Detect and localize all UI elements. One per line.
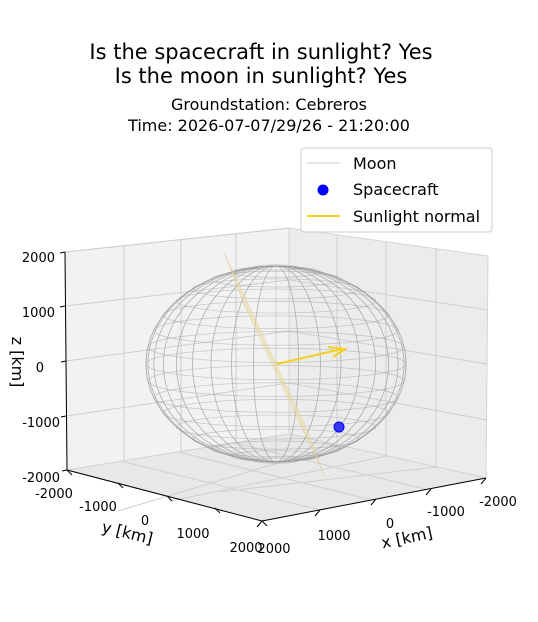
legend-spacecraft-swatch: [317, 184, 329, 196]
chart-title-line-1: Is the spacecraft in sunlight? Yes: [89, 40, 432, 64]
moon-outline: [145, 265, 407, 463]
z-tick-label: 0: [36, 361, 44, 376]
chart-title-line-2: Is the moon in sunlight? Yes: [115, 64, 408, 88]
legend-moon-label: Moon: [353, 154, 397, 173]
legend-sunlight-label: Sunlight normal: [353, 207, 480, 226]
legend: Moon Spacecraft Sunlight normal: [300, 147, 493, 233]
y-tick-label: 1000: [176, 527, 209, 542]
x-axis-ticks: -2000 -1000 0 1000 2000: [256, 477, 517, 557]
x-tick-label: -2000: [479, 495, 517, 510]
y-tick-label: -2000: [35, 487, 73, 502]
sunlight-terminator-plane: [223, 251, 326, 478]
z-tick-label: -1000: [22, 416, 60, 431]
z-axis-label: z [km]: [8, 337, 27, 388]
y-axis-ticks: -2000 -1000 0 1000 2000: [35, 469, 268, 556]
spacecraft-marker: [333, 421, 345, 433]
gridlines: [64, 227, 489, 512]
y-tick-label: 2000: [229, 541, 262, 556]
x-tick-label: 0: [386, 517, 394, 532]
legend-box: [300, 147, 493, 233]
z-tick-label: 1000: [22, 306, 55, 321]
x-tick-label: 2000: [257, 542, 290, 557]
chart-subtitle-line-1: Groundstation: Cebreros: [171, 95, 367, 114]
back-left-pane: [64, 227, 290, 471]
moon-wireframe: [145, 264, 407, 464]
y-tick-label: 0: [141, 514, 149, 529]
x-tick-label: 1000: [317, 529, 350, 544]
sunlight-normal-arrow: [276, 346, 348, 365]
z-axis-ticks: 2000 1000 0 -1000 -2000: [22, 251, 68, 486]
y-tick-label: -1000: [79, 500, 117, 515]
z-tick-label: 2000: [22, 251, 55, 266]
axes-panes: [64, 227, 489, 522]
x-tick-label: -1000: [427, 505, 465, 520]
legend-spacecraft-label: Spacecraft: [353, 180, 439, 199]
z-tick-label: -2000: [22, 471, 60, 486]
chart-subtitle-line-2: Time: 2026-07-07/29/26 - 21:20:00: [127, 116, 410, 135]
